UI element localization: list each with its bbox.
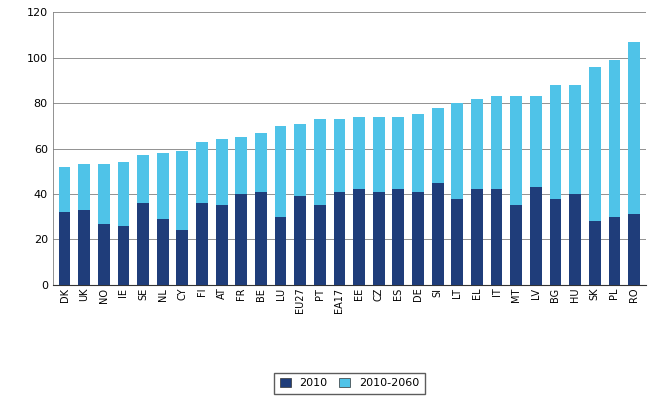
Bar: [530, 96, 542, 187]
Bar: [255, 192, 267, 285]
Bar: [628, 214, 640, 285]
Bar: [117, 162, 129, 226]
Bar: [412, 192, 424, 285]
Bar: [59, 212, 71, 285]
Bar: [491, 190, 502, 285]
Bar: [471, 98, 483, 190]
Bar: [608, 217, 620, 285]
Bar: [235, 194, 247, 285]
Bar: [608, 60, 620, 217]
Bar: [412, 114, 424, 192]
Bar: [530, 187, 542, 285]
Bar: [295, 196, 306, 285]
Bar: [451, 103, 463, 199]
Bar: [98, 164, 109, 223]
Bar: [491, 96, 502, 190]
Bar: [569, 85, 581, 194]
Bar: [275, 217, 287, 285]
Bar: [550, 85, 561, 199]
Bar: [255, 133, 267, 192]
Bar: [177, 230, 188, 285]
Bar: [157, 153, 169, 219]
Bar: [550, 199, 561, 285]
Bar: [314, 206, 326, 285]
Bar: [333, 192, 345, 285]
Bar: [353, 117, 365, 190]
Bar: [275, 126, 287, 217]
Bar: [373, 192, 385, 285]
Bar: [589, 221, 600, 285]
Bar: [196, 203, 208, 285]
Bar: [432, 183, 444, 285]
Bar: [59, 167, 71, 212]
Bar: [196, 142, 208, 203]
Bar: [215, 206, 227, 285]
Bar: [117, 226, 129, 285]
Bar: [333, 119, 345, 192]
Bar: [98, 223, 109, 285]
Bar: [314, 119, 326, 206]
Bar: [393, 117, 404, 190]
Bar: [235, 137, 247, 194]
Bar: [177, 151, 188, 230]
Legend: 2010, 2010-2060: 2010, 2010-2060: [274, 373, 424, 394]
Bar: [510, 96, 522, 206]
Bar: [393, 190, 404, 285]
Bar: [157, 219, 169, 285]
Bar: [137, 203, 149, 285]
Bar: [432, 108, 444, 183]
Bar: [137, 155, 149, 203]
Bar: [78, 210, 90, 285]
Bar: [569, 194, 581, 285]
Bar: [510, 206, 522, 285]
Bar: [215, 140, 227, 206]
Bar: [373, 117, 385, 192]
Bar: [353, 190, 365, 285]
Bar: [78, 164, 90, 210]
Bar: [628, 42, 640, 214]
Bar: [589, 67, 600, 221]
Bar: [451, 199, 463, 285]
Bar: [295, 124, 306, 196]
Bar: [471, 190, 483, 285]
